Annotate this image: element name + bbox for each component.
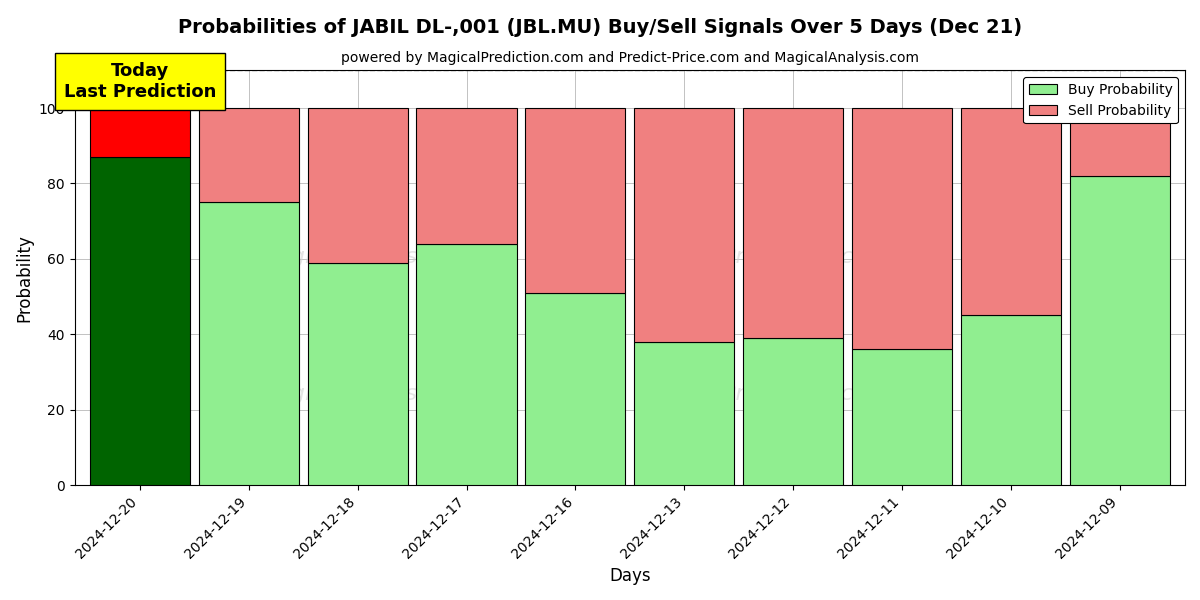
Bar [1069, 176, 1170, 485]
Bar [1069, 108, 1170, 176]
Text: Probabilities of JABIL DL-,001 (JBL.MU) Buy/Sell Signals Over 5 Days (Dec 21): Probabilities of JABIL DL-,001 (JBL.MU) … [178, 18, 1022, 37]
Bar [416, 108, 517, 244]
Bar [852, 108, 952, 349]
Bar [199, 202, 299, 485]
Bar [961, 316, 1061, 485]
Text: MagicalAnalysis.com: MagicalAnalysis.com [259, 247, 490, 267]
Bar [634, 108, 734, 342]
Bar [307, 108, 408, 263]
Title: powered by MagicalPrediction.com and Predict-Price.com and MagicalAnalysis.com: powered by MagicalPrediction.com and Pre… [341, 51, 919, 65]
Legend: Buy Probability, Sell Probability: Buy Probability, Sell Probability [1024, 77, 1178, 124]
Bar [526, 293, 625, 485]
Bar [634, 342, 734, 485]
Bar [416, 244, 517, 485]
X-axis label: Days: Days [610, 567, 650, 585]
Bar [961, 108, 1061, 316]
Text: MagicalPrediction.com: MagicalPrediction.com [637, 384, 889, 404]
Y-axis label: Probability: Probability [16, 234, 34, 322]
Text: MagicalAnalysis.com: MagicalAnalysis.com [259, 384, 490, 404]
Bar [852, 349, 952, 485]
Bar [199, 108, 299, 202]
Bar [90, 157, 190, 485]
Bar [743, 108, 844, 338]
Bar [90, 108, 190, 157]
Text: MagicalPrediction.com: MagicalPrediction.com [637, 247, 889, 267]
Bar [743, 338, 844, 485]
Bar [307, 263, 408, 485]
Text: Today
Last Prediction: Today Last Prediction [64, 62, 216, 101]
Bar [526, 108, 625, 293]
